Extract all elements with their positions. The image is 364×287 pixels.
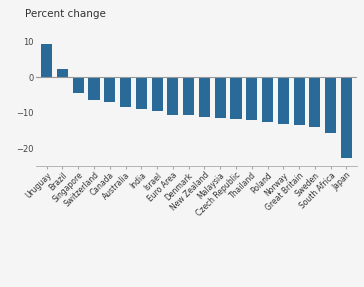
Bar	[104, 77, 115, 102]
Bar	[341, 77, 352, 158]
Bar	[246, 77, 257, 120]
Bar	[57, 69, 68, 77]
Bar	[73, 77, 84, 93]
Bar	[309, 77, 320, 127]
Text: Percent change: Percent change	[25, 9, 106, 19]
Bar	[230, 77, 242, 119]
Bar	[120, 77, 131, 106]
Bar	[215, 77, 226, 118]
Bar	[167, 77, 178, 115]
Bar	[136, 77, 147, 109]
Bar	[151, 77, 163, 111]
Bar	[41, 44, 52, 77]
Bar	[325, 77, 336, 133]
Bar	[262, 77, 273, 122]
Bar	[294, 77, 305, 125]
Bar	[88, 77, 99, 100]
Bar	[278, 77, 289, 124]
Bar	[199, 77, 210, 117]
Bar	[183, 77, 194, 115]
